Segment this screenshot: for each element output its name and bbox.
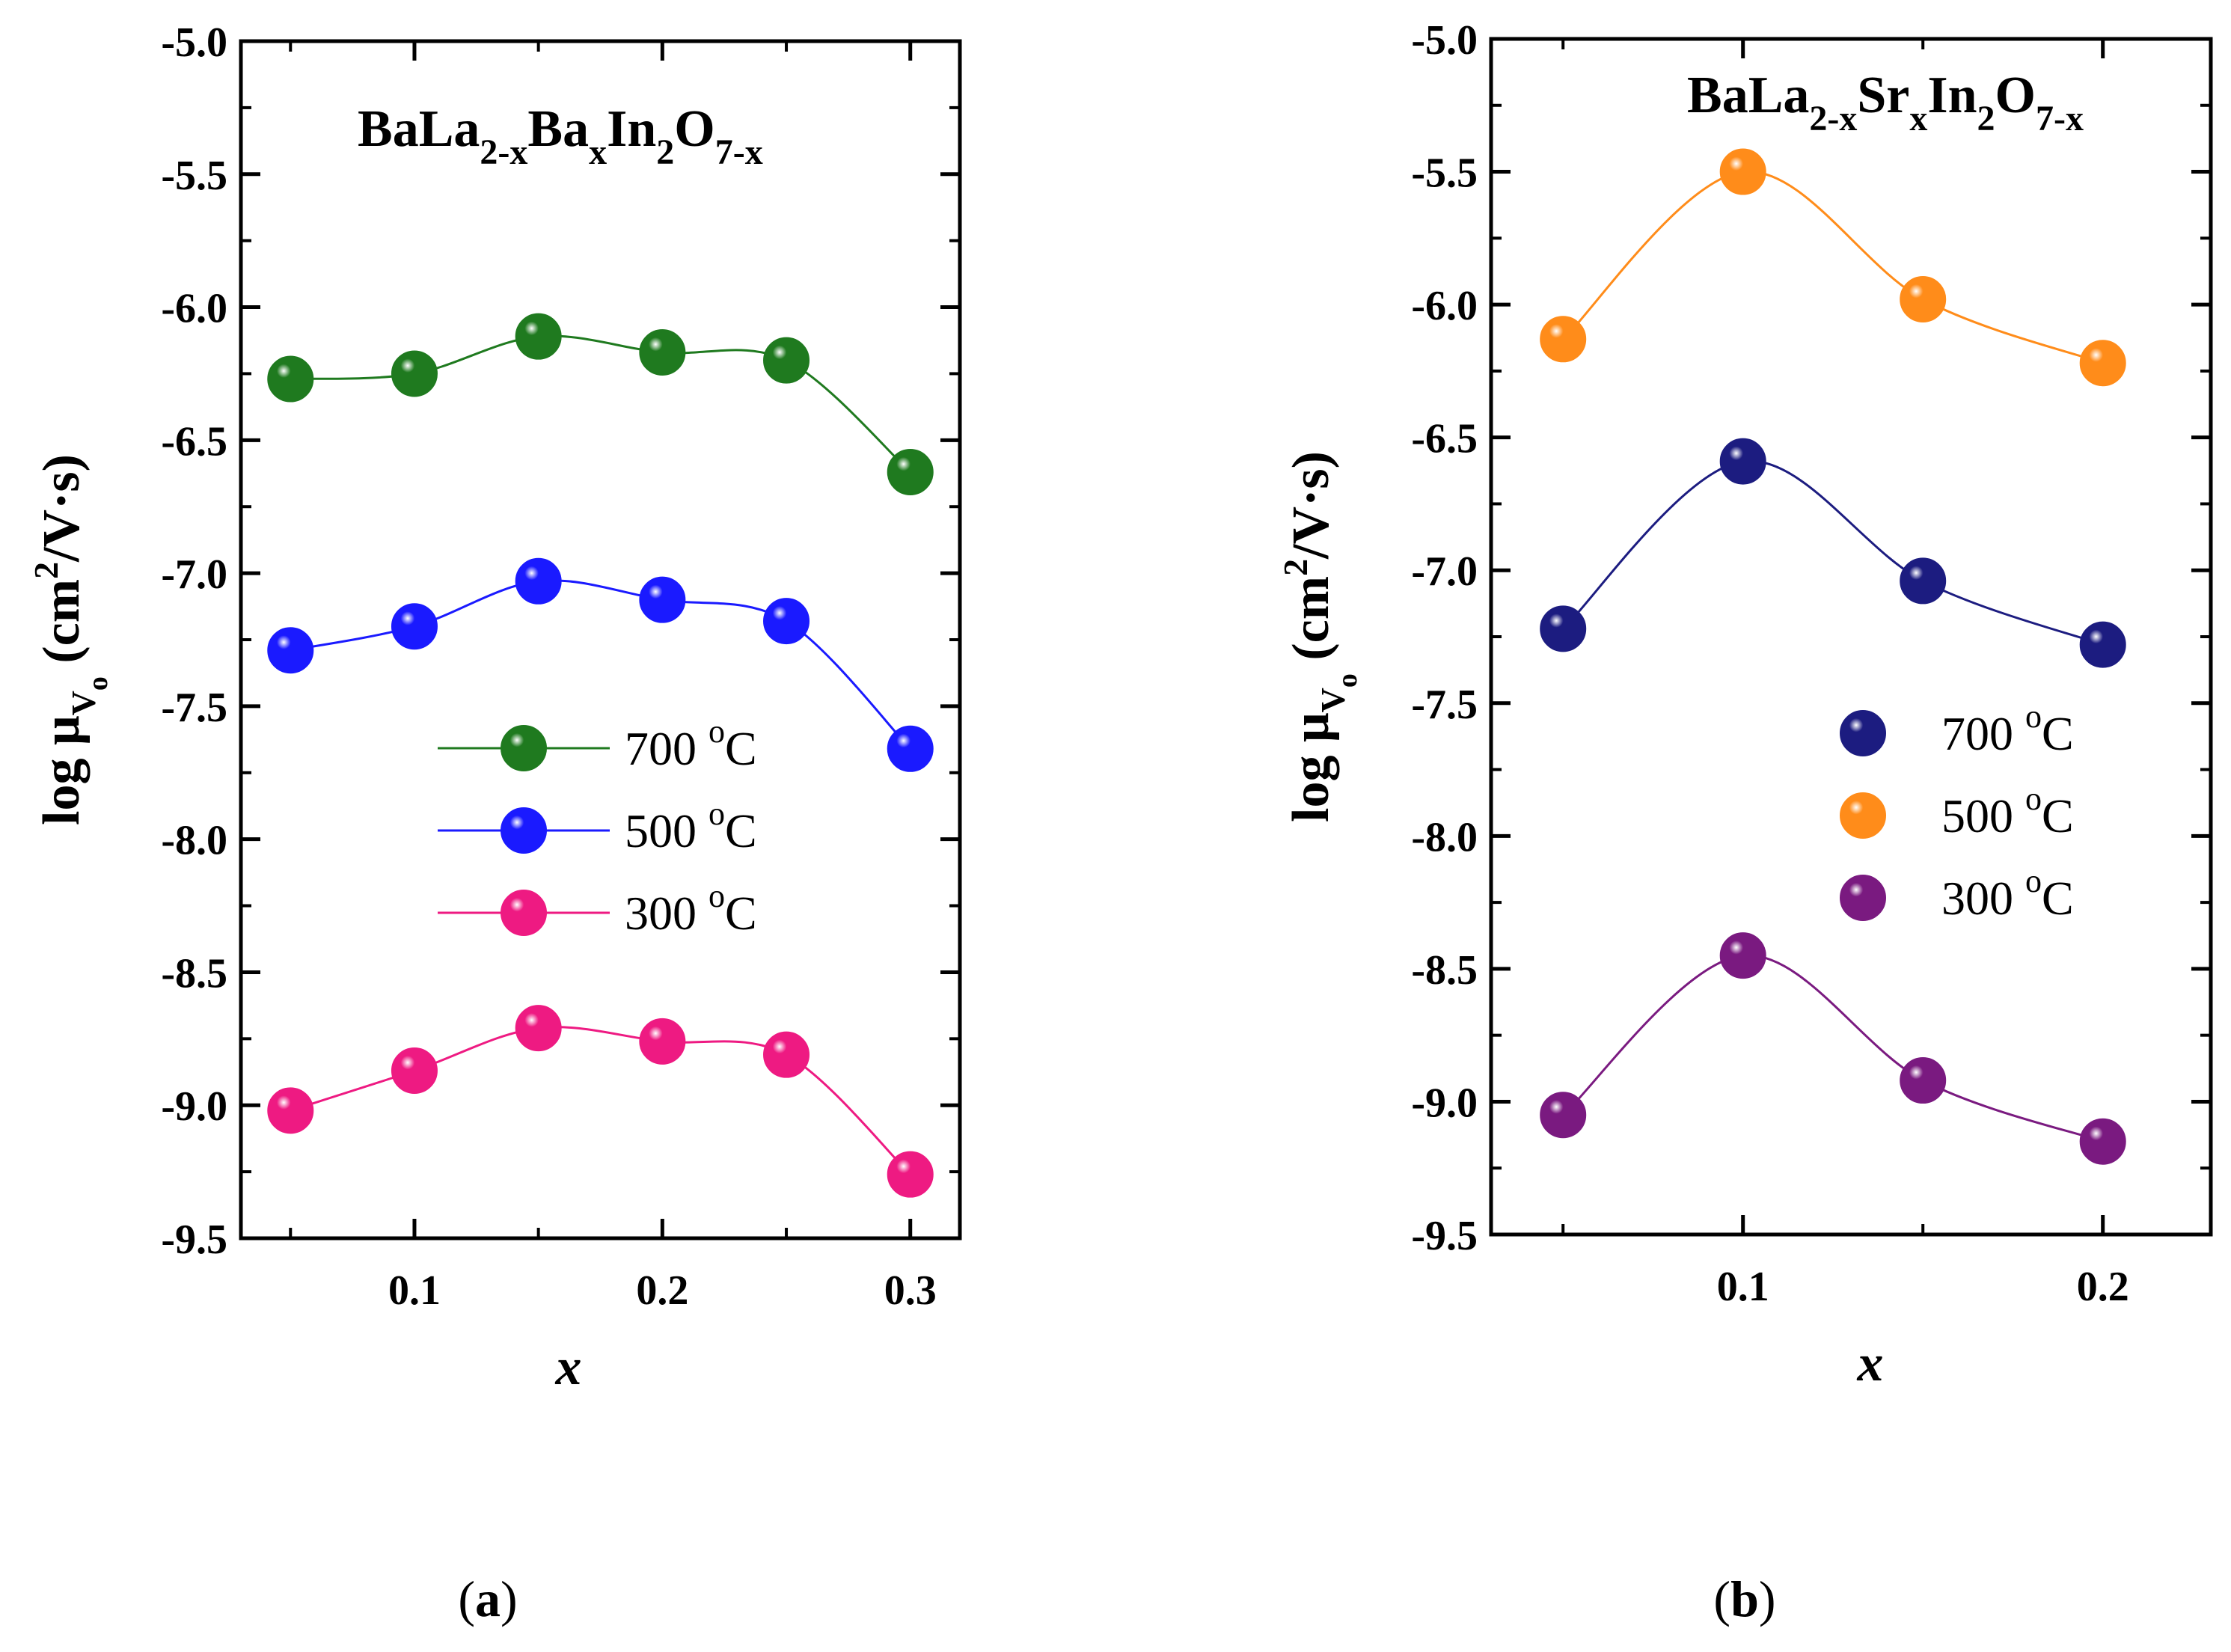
- panel-a: (a) -9.5 -9.0 -8.5 -8.0 -7.5 -7.0 -6.5 -6.0 -5.5…: [27, 19, 962, 1627]
- data-point: [391, 1047, 438, 1094]
- series-1: [1540, 148, 2126, 387]
- y-tick-label: -9.0: [161, 1083, 227, 1130]
- y-tick-label: -8.0: [161, 818, 227, 864]
- y-tick-label: -6.0: [1411, 283, 1478, 329]
- legend-label: 500 oC: [1941, 780, 2074, 842]
- panel-label-a: (a): [458, 1570, 517, 1627]
- data-point: [267, 1087, 314, 1134]
- series-2: [267, 1005, 934, 1198]
- y-tick-label: -5.0: [1411, 17, 1478, 64]
- legend-label: 300 oC: [625, 878, 757, 940]
- data-point: [1900, 557, 1947, 605]
- data-point: [515, 1005, 562, 1052]
- x-tick-label: 0.1: [1717, 1264, 1769, 1310]
- legend-entry: 300 oC: [438, 878, 757, 940]
- y-tick-label: -7.5: [1411, 682, 1478, 728]
- y-tick-label: -9.0: [1411, 1080, 1478, 1126]
- series-2: [1540, 932, 2126, 1165]
- y-axis-label: log μVo (cm2/V·s): [1276, 451, 1363, 822]
- legend-label: 300 oC: [1941, 863, 2074, 925]
- data-point: [1900, 276, 1947, 323]
- data-point: [763, 1031, 810, 1078]
- y-tick-label: -9.5: [1411, 1213, 1478, 1259]
- x-axis-label: x: [1857, 1335, 1884, 1392]
- panel-label-b-letter: b: [1730, 1570, 1759, 1627]
- legend-entry: 300 oC: [1840, 863, 2074, 925]
- data-point: [515, 557, 562, 605]
- legend-label: 700 oC: [625, 713, 757, 775]
- data-point: [887, 725, 934, 772]
- data-point: [1540, 316, 1587, 363]
- legend-entry: 700 oC: [1840, 698, 2074, 760]
- y-tick-label: -6.5: [161, 418, 227, 465]
- chart-title: BaLa2-xBaxIn2O7-x: [358, 100, 763, 172]
- data-point: [515, 313, 562, 360]
- chart-title: BaLa2-xSrxIn2O7-x: [1687, 67, 2084, 138]
- series-line: [1562, 170, 2104, 364]
- x-tick-label: 0.2: [636, 1267, 688, 1314]
- data-point: [639, 1018, 686, 1065]
- panel-b: (b) -9.5 -9.0 -8.5 -8.0 -7.5 -7.0 -6.5 -6.0 -5.5…: [1276, 17, 2213, 1627]
- data-point: [1900, 1057, 1947, 1104]
- legend-entry: 500 oC: [438, 795, 757, 857]
- series-line: [290, 334, 911, 474]
- y-tick-label: -5.5: [161, 153, 227, 199]
- data-point: [1719, 932, 1766, 979]
- y-tick-label: -8.5: [161, 950, 227, 997]
- data-point: [763, 337, 810, 384]
- legend-label: 500 oC: [625, 795, 757, 857]
- data-point: [1719, 438, 1766, 485]
- legend-marker: [1840, 792, 1886, 839]
- data-point: [2079, 340, 2126, 387]
- data-point: [2079, 621, 2126, 668]
- x-tick-label: 0.1: [388, 1267, 441, 1314]
- data-point: [887, 449, 934, 495]
- y-tick-label: -9.5: [161, 1217, 227, 1263]
- data-point: [391, 350, 438, 397]
- data-point: [391, 603, 438, 650]
- legend-marker: [501, 890, 547, 936]
- series-line: [290, 1026, 911, 1175]
- series-line: [290, 579, 911, 750]
- y-tick-label: -8.5: [1411, 947, 1478, 994]
- legend-marker: [501, 725, 547, 771]
- y-tick-label: -6.0: [161, 286, 227, 332]
- data-point: [1719, 148, 1766, 195]
- series-line: [1562, 954, 2104, 1143]
- data-point: [639, 576, 686, 623]
- x-tick-label: 0.2: [2077, 1264, 2129, 1310]
- data-point: [2079, 1118, 2126, 1165]
- x-tick-label: 0.3: [884, 1267, 937, 1314]
- y-tick-label: -5.0: [161, 19, 227, 66]
- y-tick-label: -8.0: [1411, 814, 1478, 860]
- series-line: [1562, 459, 2104, 646]
- x-axis-label: x: [555, 1339, 582, 1396]
- y-tick-label: -7.0: [1411, 548, 1478, 595]
- legend-label: 700 oC: [1941, 698, 2074, 760]
- data-point: [267, 355, 314, 403]
- panel-label-b: (b): [1713, 1570, 1775, 1627]
- legend-marker: [1840, 875, 1886, 921]
- panel-label-a-letter: a: [475, 1570, 501, 1627]
- series-0: [1540, 438, 2126, 668]
- y-tick-label: -7.5: [161, 685, 227, 731]
- legend-marker: [1840, 710, 1886, 756]
- data-point: [1540, 605, 1587, 652]
- legend-entry: 700 oC: [438, 713, 757, 775]
- data-point: [887, 1151, 934, 1198]
- y-tick-label: -7.0: [161, 551, 227, 598]
- series-0: [267, 313, 934, 495]
- legend-marker: [501, 807, 547, 854]
- y-tick-label: -5.5: [1411, 150, 1478, 197]
- legend-entry: 500 oC: [1840, 780, 2074, 842]
- data-point: [639, 329, 686, 376]
- data-point: [267, 627, 314, 674]
- y-tick-label: -6.5: [1411, 416, 1478, 462]
- series-1: [267, 557, 934, 772]
- data-point: [763, 598, 810, 645]
- data-point: [1540, 1092, 1587, 1139]
- y-axis-label: log μVo (cm2/V·s): [27, 454, 114, 825]
